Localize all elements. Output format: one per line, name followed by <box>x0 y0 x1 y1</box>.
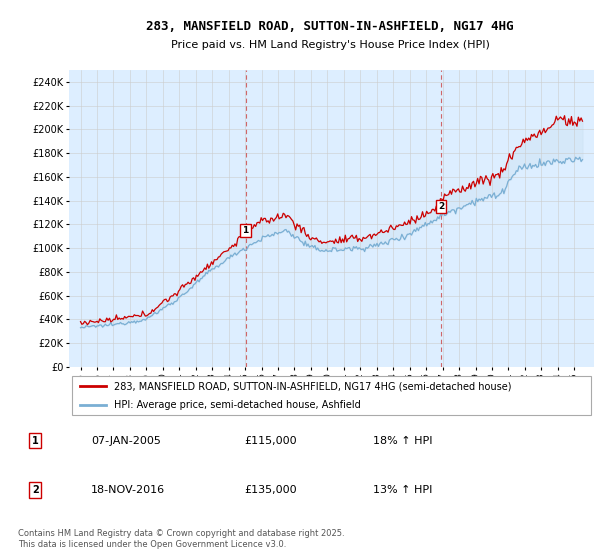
Text: 1: 1 <box>32 436 39 446</box>
Text: £135,000: £135,000 <box>244 485 297 495</box>
Text: 2: 2 <box>32 485 39 495</box>
Text: 283, MANSFIELD ROAD, SUTTON-IN-ASHFIELD, NG17 4HG: 283, MANSFIELD ROAD, SUTTON-IN-ASHFIELD,… <box>146 20 514 34</box>
Text: 18% ↑ HPI: 18% ↑ HPI <box>373 436 433 446</box>
Text: 1: 1 <box>242 226 249 235</box>
Text: 13% ↑ HPI: 13% ↑ HPI <box>373 485 433 495</box>
Text: Price paid vs. HM Land Registry's House Price Index (HPI): Price paid vs. HM Land Registry's House … <box>170 40 490 50</box>
Text: Contains HM Land Registry data © Crown copyright and database right 2025.
This d: Contains HM Land Registry data © Crown c… <box>18 529 344 549</box>
Text: £115,000: £115,000 <box>244 436 297 446</box>
Text: HPI: Average price, semi-detached house, Ashfield: HPI: Average price, semi-detached house,… <box>113 400 361 410</box>
Text: 283, MANSFIELD ROAD, SUTTON-IN-ASHFIELD, NG17 4HG (semi-detached house): 283, MANSFIELD ROAD, SUTTON-IN-ASHFIELD,… <box>113 381 511 391</box>
Text: 2: 2 <box>438 202 444 211</box>
FancyBboxPatch shape <box>71 376 591 416</box>
Text: 18-NOV-2016: 18-NOV-2016 <box>91 485 166 495</box>
Text: 07-JAN-2005: 07-JAN-2005 <box>91 436 161 446</box>
